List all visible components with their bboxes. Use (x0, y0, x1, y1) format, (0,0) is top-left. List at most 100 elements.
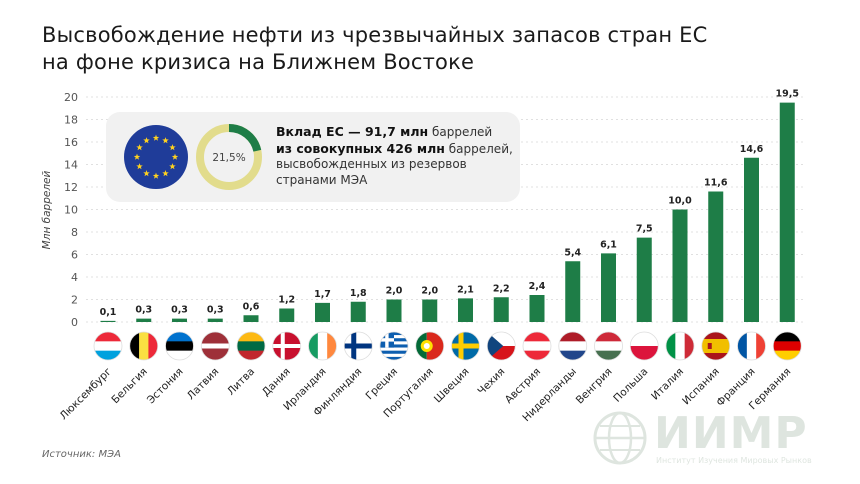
eu-star (169, 163, 176, 170)
belgium-flag-icon (129, 331, 159, 361)
info-total: из совокупных 426 млн (276, 140, 445, 156)
value-label: 6,1 (600, 239, 617, 250)
denmark-flag-icon (272, 331, 302, 361)
italy-flag-icon (665, 331, 695, 361)
info-line-2-rest: баррелей, (444, 141, 513, 156)
value-label: 10,0 (668, 196, 692, 207)
austria-flag-icon (522, 331, 552, 361)
bar-14 (565, 261, 581, 322)
value-label: 0,1 (100, 307, 117, 318)
chart-title-line-1: Высвобождение нефти из чрезвычайных запа… (42, 23, 708, 47)
latvia-flag-icon (200, 331, 230, 361)
eu-star (136, 163, 143, 170)
bar-18 (708, 191, 724, 322)
value-label: 19,5 (776, 89, 799, 100)
y-tick-label: 4 (71, 271, 78, 284)
x-tick-label: Греция (363, 366, 400, 403)
bar-13 (529, 295, 545, 322)
x-tick-label: Литва (225, 366, 257, 398)
x-tick-label: Венгрия (574, 366, 615, 407)
y-axis-label: Млн баррелей (41, 170, 53, 249)
eu-star (143, 137, 150, 144)
value-label: 1,2 (278, 295, 295, 306)
greece-flag-icon (379, 331, 409, 361)
eu-star (136, 144, 143, 151)
value-label: 0,3 (135, 305, 152, 316)
country-flags (93, 331, 802, 361)
bar-3 (172, 318, 187, 322)
info-line-4: странами МЭА (276, 172, 368, 187)
chart-title-line-2: на фоне кризиса на Ближнем Востоке (42, 50, 475, 74)
bar-10 (422, 299, 438, 322)
x-tick-label: Эстония (145, 366, 186, 407)
y-tick-label: 2 (71, 294, 78, 307)
donut-eu-share (196, 124, 262, 190)
bar-8 (350, 301, 366, 322)
info-line-3: высвобожденных из резервов (276, 157, 467, 171)
value-label: 2,4 (529, 281, 546, 292)
bar-2 (136, 318, 152, 322)
poland-flag-icon (629, 331, 659, 361)
luxembourg-flag-icon (93, 331, 123, 361)
lithuania-flag-icon (236, 331, 266, 361)
portugal-flag-icon (415, 331, 445, 361)
y-tick-label: 14 (64, 159, 78, 172)
value-label: 0,3 (207, 305, 224, 316)
x-tick-label: Чехия (476, 366, 508, 398)
eu-star (143, 170, 150, 177)
bar-11 (458, 298, 473, 322)
value-label: 7,5 (636, 224, 653, 235)
info-card: 21,5% Вклад ЕС — 91,7 млн баррелей из со… (106, 112, 520, 202)
value-label: 5,4 (564, 247, 581, 258)
eu-star (171, 153, 179, 160)
value-label: 14,6 (740, 144, 764, 155)
value-label: 1,8 (350, 288, 367, 299)
bar-7 (315, 302, 330, 322)
bar-15 (601, 253, 616, 322)
y-tick-label: 10 (64, 204, 78, 217)
donut-percent-label: 21,5% (212, 152, 245, 164)
x-tick-label: Швеция (432, 366, 472, 406)
x-tick-label: Бельгия (109, 366, 149, 406)
x-tick-label: Латвия (185, 366, 222, 403)
y-tick-label: 0 (71, 316, 78, 329)
bar-20 (779, 102, 795, 322)
value-label: 2,1 (457, 284, 474, 295)
value-label: 1,7 (314, 289, 331, 300)
eu-flag-icon (124, 125, 188, 189)
sweden-flag-icon (451, 331, 480, 361)
value-labels: 0,1 0,3 0,3 0,3 0,6 1,2 1,7 1,8 2,0 2,0 2,1 2,2 2,4 5… (100, 89, 799, 318)
eu-star (169, 144, 176, 151)
chart-title: Высвобождение нефти из чрезвычайных запа… (42, 22, 802, 76)
y-axis-ticks: 0 2 4 6 8 10 12 14 16 18 20 (64, 91, 78, 329)
bar-17 (672, 209, 688, 322)
info-text: Вклад ЕС — 91,7 млн баррелей из совокупн… (276, 124, 516, 188)
bars (100, 102, 795, 322)
info-line-1: Вклад ЕС — 91,7 млн баррелей (276, 124, 516, 141)
bar-6 (279, 308, 295, 322)
france-flag-icon (737, 331, 766, 361)
institute-logo-icon (593, 411, 647, 465)
spain-flag-icon (701, 331, 731, 361)
hungary-flag-icon (594, 331, 623, 361)
value-label: 11,6 (704, 178, 728, 189)
x-tick-label: Дания (260, 366, 293, 399)
eu-star (152, 172, 160, 179)
y-tick-label: 6 (71, 249, 78, 262)
bar-5 (243, 315, 259, 322)
source-note: Источник: МЭА (42, 449, 121, 460)
bar-19 (744, 157, 759, 322)
value-label: 2,2 (493, 283, 510, 294)
bar-16 (636, 237, 652, 322)
estonia-flag-icon (165, 331, 194, 361)
value-label: 0,6 (243, 301, 260, 312)
y-tick-label: 8 (71, 226, 78, 239)
x-tick-label: Италия (649, 366, 686, 403)
info-line-2: из совокупных 426 млн баррелей, (276, 141, 516, 158)
value-label: 2,0 (386, 286, 403, 297)
ireland-flag-icon (308, 331, 337, 361)
watermark: ИИМР Институт Изучения Мировых Рынков (592, 404, 842, 474)
czechia-flag-icon (486, 331, 516, 361)
y-tick-label: 20 (64, 91, 78, 104)
